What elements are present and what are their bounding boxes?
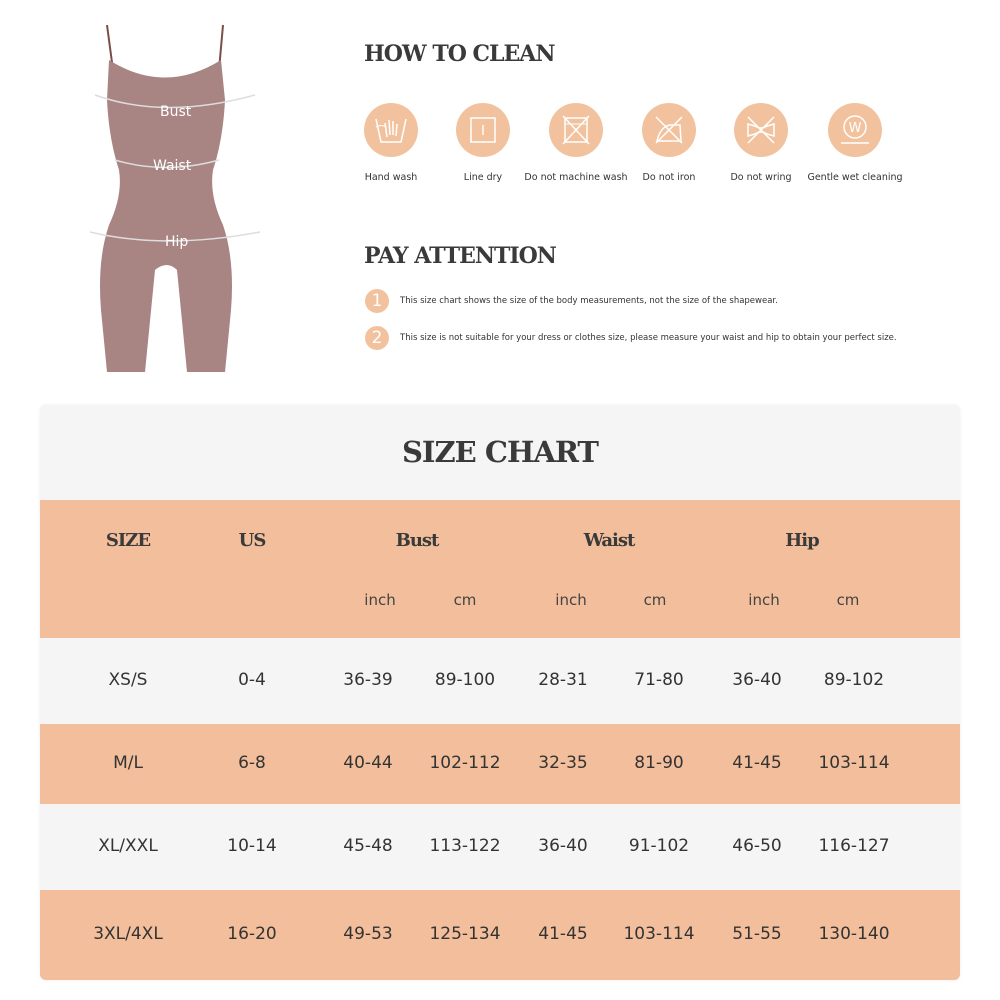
unit-bust-cm: cm — [453, 591, 477, 609]
pay-attention-title: PAY ATTENTION — [364, 243, 557, 269]
cell-waist-cm: 81-90 — [634, 753, 684, 773]
cell-waist-inch: 32-35 — [538, 753, 588, 773]
unit-waist-inch: inch — [555, 591, 587, 609]
cell-us: 0-4 — [238, 670, 266, 690]
size-chart-title: SIZE CHART — [401, 435, 599, 469]
cell-size: M/L — [113, 753, 143, 773]
cell-hip-cm: 116-127 — [818, 836, 890, 856]
cell-waist-inch: 36-40 — [538, 836, 588, 856]
size-chart-table: SIZE CHART SIZE US Bust Waist Hip inch c… — [40, 405, 960, 980]
header-us: US — [238, 530, 267, 551]
bust-label: Bust — [160, 104, 192, 120]
cell-hip-inch: 36-40 — [732, 670, 782, 690]
cell-hip-cm: 103-114 — [818, 753, 890, 773]
cell-bust-inch: 45-48 — [343, 836, 393, 856]
unit-hip-cm: cm — [836, 591, 860, 609]
how-to-clean-title: HOW TO CLEAN — [364, 41, 555, 67]
table-row: M/L 6-8 40-44 102-112 32-35 81-90 41-45 103-114 — [40, 724, 960, 804]
attention-note-1: 1 This size chart shows the size of the … — [365, 289, 778, 313]
cell-hip-cm: 130-140 — [818, 924, 890, 944]
unit-bust-inch: inch — [364, 591, 396, 609]
care-item-no-machine-wash: Do not machine wash — [521, 103, 631, 186]
bodysuit-image — [89, 24, 261, 372]
cell-us: 6-8 — [238, 753, 266, 773]
cell-bust-cm: 102-112 — [429, 753, 501, 773]
header-waist: Waist — [583, 530, 636, 551]
cell-hip-inch: 46-50 — [732, 836, 782, 856]
care-label: Do not wring — [730, 172, 792, 183]
table-row: XL/XXL 10-14 45-48 113-122 36-40 91-102 46-50 1… — [40, 804, 960, 890]
care-label: Do not iron — [642, 172, 696, 183]
care-label: Hand wash — [364, 172, 418, 183]
cell-size: 3XL/4XL — [93, 924, 163, 944]
header-hip: Hip — [785, 530, 819, 551]
care-item-wet-cleaning: W Gentle wet cleaning — [800, 103, 910, 186]
cell-hip-inch: 41-45 — [732, 753, 782, 773]
note-text: This size is not suitable for your dress… — [400, 333, 897, 343]
attention-note-2: 2 This size is not suitable for your dre… — [365, 326, 897, 350]
cell-bust-cm: 125-134 — [429, 924, 501, 944]
bodysuit-figure: Bust Waist Hip — [85, 20, 265, 380]
cell-size: XL/XXL — [98, 836, 158, 856]
line-dry-icon — [456, 103, 510, 157]
cell-bust-inch: 36-39 — [343, 670, 393, 690]
cell-bust-cm: 113-122 — [429, 836, 501, 856]
cell-waist-inch: 28-31 — [538, 670, 588, 690]
number-badge: 2 — [365, 326, 389, 350]
table-row: 3XL/4XL 16-20 49-53 125-134 41-45 103-114 51-5… — [40, 890, 960, 980]
cell-us: 16-20 — [227, 924, 277, 944]
header-bust: Bust — [395, 530, 440, 551]
no-iron-icon — [642, 103, 696, 157]
care-label: Do not machine wash — [524, 172, 628, 183]
care-label: Gentle wet cleaning — [807, 172, 903, 183]
size-chart-title-band: SIZE CHART — [40, 405, 960, 500]
wet-cleaning-icon: W — [828, 103, 882, 157]
cell-waist-cm: 103-114 — [623, 924, 695, 944]
cell-bust-inch: 49-53 — [343, 924, 393, 944]
hip-label: Hip — [165, 234, 189, 250]
cell-bust-cm: 89-100 — [434, 670, 496, 690]
note-text: This size chart shows the size of the bo… — [400, 296, 778, 306]
header-row: SIZE US Bust Waist Hip inch cm inch cm i… — [40, 500, 960, 638]
cell-size: XS/S — [108, 670, 148, 690]
unit-hip-inch: inch — [748, 591, 780, 609]
unit-waist-cm: cm — [643, 591, 667, 609]
care-item-no-iron: Do not iron — [614, 103, 724, 186]
table-row: XS/S 0-4 36-39 89-100 28-31 71-80 36-40 89-102 — [40, 638, 960, 724]
cell-waist-inch: 41-45 — [538, 924, 588, 944]
header-size: SIZE — [105, 530, 151, 551]
cell-waist-cm: 91-102 — [628, 836, 690, 856]
cell-us: 10-14 — [227, 836, 277, 856]
care-item-line-dry: Line dry — [428, 103, 538, 186]
no-wring-icon — [734, 103, 788, 157]
svg-text:W: W — [849, 121, 862, 136]
no-machine-wash-icon — [549, 103, 603, 157]
care-label: Line dry — [463, 172, 503, 183]
cell-hip-inch: 51-55 — [732, 924, 782, 944]
cell-waist-cm: 71-80 — [634, 670, 684, 690]
hand-wash-icon — [364, 103, 418, 157]
number-badge: 1 — [365, 289, 389, 313]
cell-hip-cm: 89-102 — [823, 670, 885, 690]
care-item-no-wring: Do not wring — [706, 103, 816, 186]
waist-label: Waist — [153, 158, 192, 174]
cell-bust-inch: 40-44 — [343, 753, 393, 773]
care-item-hand-wash: Hand wash — [336, 103, 446, 186]
